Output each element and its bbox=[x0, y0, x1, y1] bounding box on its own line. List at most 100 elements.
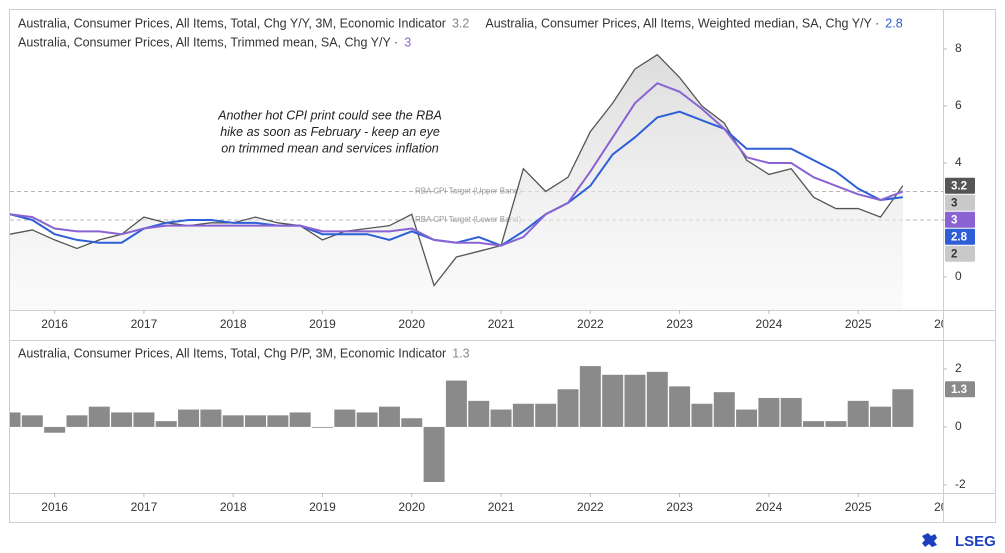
bar bbox=[178, 409, 200, 427]
bar bbox=[624, 374, 646, 427]
bar bbox=[512, 403, 534, 427]
y-tick-label: 8 bbox=[955, 41, 962, 55]
bar bbox=[646, 371, 668, 427]
legend-label: Australia, Consumer Prices, All Items, T… bbox=[18, 35, 398, 49]
value-tag bbox=[945, 194, 975, 211]
x-tick-label: 2023 bbox=[666, 317, 693, 331]
x-axis: 2016 2017 2018 2019 2020 2021 2022 2023 2024 2025… bbox=[41, 310, 961, 331]
bar bbox=[758, 397, 780, 427]
bar bbox=[445, 380, 467, 427]
bar bbox=[378, 406, 400, 427]
y-tick-label: 0 bbox=[955, 269, 962, 283]
legend-value: 3.2 bbox=[452, 16, 469, 30]
x-tick-label: 2021 bbox=[488, 500, 515, 514]
y-tick-label: -2 bbox=[955, 477, 966, 491]
value-tag-label: 3 bbox=[951, 197, 957, 209]
x-tick-label: 2021 bbox=[488, 317, 515, 331]
bar bbox=[602, 374, 624, 427]
x-tick-label: 2017 bbox=[131, 500, 158, 514]
x-tick-label: 2025 bbox=[845, 500, 872, 514]
series-line bbox=[10, 53, 904, 287]
value-tag-label: 3.2 bbox=[951, 180, 967, 192]
area-fill bbox=[10, 54, 903, 310]
bar bbox=[557, 389, 579, 427]
frame bbox=[9, 9, 996, 523]
value-tag bbox=[945, 245, 975, 262]
x-tick-label: 2022 bbox=[577, 317, 604, 331]
x-tick-label: 2017 bbox=[131, 317, 158, 331]
x-tick-label: 2025 bbox=[845, 317, 872, 331]
reference-label: RBA CPI Target (Lower Band) bbox=[415, 215, 521, 224]
bar bbox=[579, 366, 601, 427]
plot-area bbox=[10, 366, 914, 482]
x-axis: 2016 2017 2018 2019 2020 2021 2022 2023 2024 2025… bbox=[41, 493, 961, 514]
bar bbox=[847, 400, 869, 427]
bar bbox=[870, 406, 891, 427]
value-tag-label: 1.3 bbox=[951, 384, 967, 396]
x-tick-label: 2019 bbox=[309, 500, 336, 514]
legend-value: 1.3 bbox=[452, 346, 469, 360]
y-tick-label: 4 bbox=[955, 155, 962, 169]
bar bbox=[155, 421, 177, 427]
bar bbox=[334, 409, 356, 427]
bar bbox=[669, 386, 691, 427]
bar bbox=[200, 409, 222, 427]
value-tag bbox=[945, 177, 975, 194]
logo: LSEG bbox=[922, 533, 996, 550]
bar bbox=[535, 403, 557, 427]
value-tag bbox=[945, 228, 975, 245]
brand: LSEG bbox=[955, 533, 996, 550]
value-tag bbox=[945, 381, 975, 398]
x-tick-label: 2024 bbox=[756, 317, 783, 331]
series-line bbox=[10, 82, 904, 247]
bar bbox=[803, 421, 825, 427]
y-tick-label: 2 bbox=[955, 361, 962, 375]
bar bbox=[133, 412, 155, 427]
bar bbox=[736, 409, 758, 427]
bar bbox=[423, 426, 445, 482]
bar bbox=[468, 400, 490, 427]
x-tick-label: 2023 bbox=[666, 500, 693, 514]
x-tick-label: 2020 bbox=[398, 500, 425, 514]
bar bbox=[356, 412, 378, 427]
legend-label: Australia, Consumer Prices, All Items, T… bbox=[18, 346, 446, 360]
bar bbox=[245, 415, 267, 427]
x-tick-label: 2018 bbox=[220, 500, 247, 514]
bar bbox=[267, 415, 289, 427]
bar bbox=[44, 426, 66, 433]
bar bbox=[21, 415, 43, 427]
bar bbox=[780, 397, 802, 427]
bar bbox=[111, 412, 133, 427]
legend-value: 3 bbox=[404, 35, 411, 49]
x-tick-label: 2016 bbox=[41, 500, 68, 514]
bar bbox=[490, 409, 512, 427]
bar bbox=[10, 412, 21, 427]
x-tick-label: 2022 bbox=[577, 500, 604, 514]
bar bbox=[222, 415, 244, 427]
bar bbox=[311, 426, 333, 428]
bar bbox=[66, 415, 88, 427]
x-tick-label: 2019 bbox=[309, 317, 336, 331]
annotation: Another hot CPI print could see the RBA bbox=[217, 108, 442, 122]
value-tag-label: 3 bbox=[951, 214, 957, 226]
y-tick-label: 6 bbox=[955, 98, 962, 112]
value-tag bbox=[945, 211, 975, 228]
reference-label: RBA CPI Target (Upper Band) bbox=[415, 187, 521, 196]
annotation: hike as soon as February - keep an eye bbox=[220, 125, 440, 139]
bar bbox=[289, 412, 311, 427]
bar bbox=[713, 392, 735, 427]
x-tick-label: 2016 bbox=[41, 317, 68, 331]
x-tick-label: 2020 bbox=[398, 317, 425, 331]
x-tick-label: 2024 bbox=[756, 500, 783, 514]
value-tag-label: 2 bbox=[951, 248, 957, 260]
annotation: on trimmed mean and services inflation bbox=[221, 141, 439, 155]
x-tick-label: 2026 bbox=[934, 500, 961, 514]
bar bbox=[88, 406, 110, 427]
y-tick-label: 0 bbox=[955, 419, 962, 433]
x-tick-label: 2026 bbox=[934, 317, 961, 331]
plot-area: RBA CPI Target (Upper Band) RBA CPI Targe… bbox=[10, 53, 943, 310]
bar bbox=[691, 403, 713, 427]
legend-label: Australia, Consumer Prices, All Items, T… bbox=[18, 16, 446, 30]
